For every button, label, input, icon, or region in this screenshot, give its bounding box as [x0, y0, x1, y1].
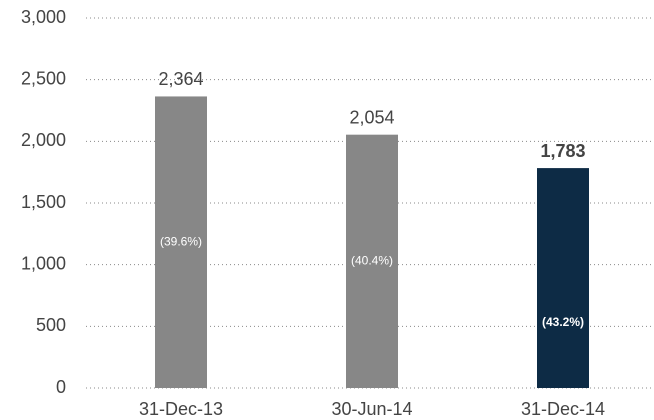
y-tick-label: 2,000 [21, 130, 66, 150]
y-tick-label: 1,000 [21, 253, 66, 273]
y-tick-label: 2,500 [21, 68, 66, 88]
value-label: 2,054 [349, 107, 394, 127]
x-tick-label: 30-Jun-14 [331, 399, 412, 419]
x-tick-label: 31-Dec-14 [521, 399, 605, 419]
y-tick-label: 1,500 [21, 192, 66, 212]
x-tick-label: 31-Dec-13 [139, 399, 223, 419]
bar-annotation: (40.4%) [351, 254, 393, 268]
bar-annotation: (43.2%) [542, 315, 584, 329]
bar [346, 134, 398, 388]
bar-annotation: (39.6%) [160, 234, 202, 248]
value-label: 2,364 [158, 69, 203, 89]
y-tick-label: 3,000 [21, 7, 66, 27]
y-tick-label: 0 [56, 377, 66, 397]
bar [537, 168, 589, 388]
value-label: 1,783 [540, 141, 585, 161]
bar [155, 96, 207, 388]
y-tick-label: 500 [36, 315, 66, 335]
